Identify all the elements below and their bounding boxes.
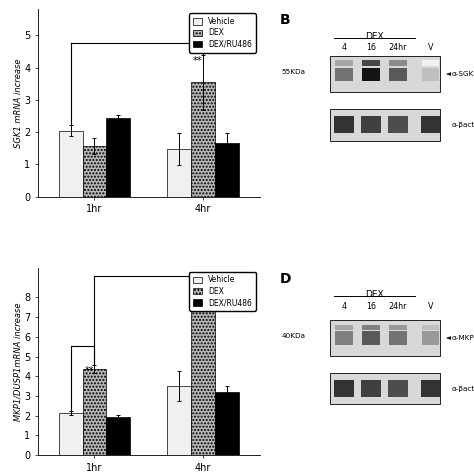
- Bar: [59, 413, 82, 455]
- Text: DEX: DEX: [365, 32, 384, 41]
- Bar: [330, 373, 440, 404]
- Text: D: D: [280, 272, 292, 285]
- Bar: [421, 380, 440, 397]
- Bar: [330, 320, 440, 356]
- Bar: [388, 116, 408, 133]
- Text: V: V: [428, 43, 433, 52]
- Text: α-SGK1: α-SGK1: [452, 71, 474, 77]
- Text: 55KDa: 55KDa: [281, 69, 305, 75]
- Bar: [330, 56, 440, 92]
- Bar: [335, 325, 353, 329]
- Bar: [167, 386, 191, 455]
- Y-axis label: SGK1 mRNA increase: SGK1 mRNA increase: [14, 58, 23, 148]
- Bar: [335, 331, 353, 345]
- Bar: [59, 130, 82, 197]
- Text: α-MKP1: α-MKP1: [452, 335, 474, 341]
- Bar: [422, 331, 439, 345]
- Bar: [330, 109, 440, 140]
- Bar: [422, 60, 439, 65]
- Bar: [215, 392, 239, 455]
- Y-axis label: MKP1/DUSP1mRNA increase: MKP1/DUSP1mRNA increase: [14, 302, 23, 421]
- Bar: [334, 380, 354, 397]
- Legend: Vehicle, DEX, DEX/RU486: Vehicle, DEX, DEX/RU486: [189, 13, 256, 53]
- Bar: [421, 116, 440, 133]
- Text: 24hr: 24hr: [389, 43, 407, 52]
- Bar: [422, 67, 439, 81]
- Bar: [215, 144, 239, 197]
- Bar: [361, 116, 381, 133]
- Bar: [362, 60, 380, 65]
- Bar: [82, 369, 107, 455]
- Text: 16: 16: [366, 43, 376, 52]
- Legend: Vehicle, DEX, DEX/RU486: Vehicle, DEX, DEX/RU486: [189, 272, 256, 311]
- Bar: [107, 417, 130, 455]
- Text: 4: 4: [341, 43, 346, 52]
- Bar: [82, 146, 107, 197]
- Text: B: B: [280, 13, 291, 27]
- Text: **: **: [199, 292, 208, 302]
- Text: 24hr: 24hr: [389, 301, 407, 310]
- Bar: [334, 116, 354, 133]
- Text: α-βactin: α-βactin: [452, 122, 474, 128]
- Text: α-βactin: α-βactin: [452, 385, 474, 392]
- Bar: [389, 67, 407, 81]
- Bar: [389, 60, 407, 65]
- Bar: [389, 325, 407, 329]
- Bar: [388, 380, 408, 397]
- Bar: [191, 301, 215, 455]
- Text: 40KDa: 40KDa: [281, 333, 305, 339]
- Bar: [362, 325, 380, 329]
- Text: 4: 4: [341, 301, 346, 310]
- Bar: [362, 67, 380, 81]
- Text: V: V: [428, 301, 433, 310]
- Text: **: **: [193, 56, 202, 66]
- Bar: [335, 60, 353, 65]
- Bar: [361, 380, 381, 397]
- Text: **: **: [84, 366, 94, 376]
- Bar: [422, 325, 439, 329]
- Text: 16: 16: [366, 301, 376, 310]
- Text: DEX: DEX: [365, 290, 384, 299]
- Bar: [389, 331, 407, 345]
- Bar: [167, 149, 191, 197]
- Bar: [107, 118, 130, 197]
- Bar: [335, 67, 353, 81]
- Bar: [191, 82, 215, 197]
- Bar: [362, 331, 380, 345]
